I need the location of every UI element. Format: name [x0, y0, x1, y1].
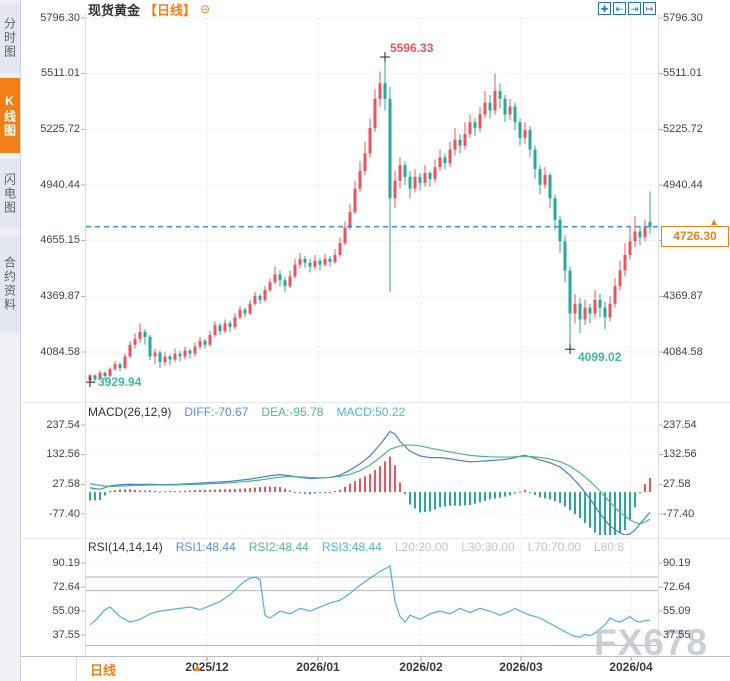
- indicator-header-item: RSI2:48.44: [248, 540, 309, 554]
- x-axis-label: 2026/01: [296, 660, 340, 674]
- collapse-icon[interactable]: ⊖: [200, 2, 211, 16]
- rsi-y-label-left: 90.19: [52, 556, 80, 569]
- indicator-header-item: L20:20.00: [394, 540, 449, 554]
- sidebar: 分时图 K线图 闪电图 合约资料: [0, 0, 21, 681]
- rsi-y-label-left: 37.55: [52, 628, 80, 641]
- macd-y-label-left: -77.40: [48, 507, 80, 520]
- rsi-y-label-right: 55.09: [663, 604, 691, 617]
- main-y-label-left: 5511.01: [41, 67, 80, 80]
- rsi-y-label-right: 72.64: [663, 580, 691, 593]
- macd-y-label-left: 132.56: [46, 448, 80, 461]
- rsi-y-label-right: 90.19: [663, 556, 691, 569]
- macd-y-label-right: 132.56: [663, 448, 697, 461]
- x-axis-label: 2026/03: [499, 660, 543, 674]
- macd-y-label-right: -77.40: [663, 507, 695, 520]
- period-selector[interactable]: 日线: [90, 663, 117, 678]
- rsi-header: RSI(14,14,14) RSI1:48.44 RSI2:48.44 RSI3:48…: [88, 540, 656, 554]
- indicator-header-item: RSI(14,14,14): [88, 540, 163, 554]
- rsi-y-label-left: 55.09: [52, 604, 80, 617]
- x-axis-label: 2025/12: [185, 660, 229, 674]
- main-y-label-left: 5225.72: [40, 122, 80, 135]
- start-low-annotation: 3929.94: [98, 375, 142, 390]
- indicator-header-item: MACD:50.22: [336, 405, 406, 419]
- rsi-y-label-right: 37.55: [663, 628, 691, 641]
- sidebar-tab-time-chart[interactable]: 分时图: [0, 3, 20, 73]
- chart-toolbar: ✚ ⇤ ⇥ ↦: [598, 2, 656, 15]
- macd-header: MACD(26,12,9) DIFF:-70.67 DEA:-95.78 MACD:5…: [88, 405, 656, 419]
- period-selector-arrow-icon[interactable]: ▲: [192, 662, 203, 674]
- indicator-header-item: DIFF:-70.67: [184, 405, 249, 419]
- sidebar-tab-kline-chart[interactable]: K线图: [0, 78, 20, 153]
- main-y-label-left: 5796.30: [40, 11, 80, 24]
- scale-right-icon[interactable]: ⇥: [628, 2, 641, 15]
- macd-y-label-left: 27.58: [52, 477, 80, 490]
- indicator-header-item: RSI3:48.44: [321, 540, 382, 554]
- macd-y-label-right: 27.58: [663, 477, 691, 490]
- main-y-label-right: 5225.72: [663, 122, 703, 135]
- main-y-label-left: 4940.44: [40, 178, 80, 191]
- macd-y-label-right: 237.54: [663, 418, 697, 431]
- main-y-label-right: 4369.87: [663, 289, 703, 302]
- indicator-header-item: L70:70.00: [527, 540, 582, 554]
- macd-y-label-left: 237.54: [46, 418, 80, 431]
- main-y-label-left: 4084.58: [40, 345, 80, 358]
- x-axis-label: 2026/04: [609, 660, 653, 674]
- go-latest-icon[interactable]: ↦: [643, 2, 656, 15]
- indicator-header-item: MACD(26,12,9): [88, 405, 172, 419]
- instrument-title: 现货黄金: [88, 2, 141, 18]
- main-y-label-left: 4655.15: [40, 234, 80, 247]
- scale-left-icon[interactable]: ⇤: [613, 2, 626, 15]
- current-price-box: 4726.30: [661, 226, 729, 247]
- main-y-label-right: 4940.44: [663, 178, 703, 191]
- period-tag: 【日线】: [144, 2, 197, 18]
- main-y-label-left: 4369.87: [40, 289, 80, 302]
- sidebar-tab-flash-chart[interactable]: 闪电图: [0, 159, 20, 229]
- indicator-header-item: DEA:-95.78: [261, 405, 324, 419]
- main-y-label-right: 5796.30: [663, 11, 703, 24]
- watermark: FX678: [594, 622, 709, 663]
- high-price-annotation: 5596.33: [390, 41, 434, 56]
- rsi-y-label-left: 72.64: [52, 580, 80, 593]
- recent-low-annotation: 4099.02: [578, 350, 622, 365]
- indicator-header-item: L30:30.00: [461, 540, 515, 554]
- sidebar-tab-contract-info[interactable]: 合约资料: [0, 235, 20, 333]
- pan-tool-icon[interactable]: ✚: [598, 2, 611, 15]
- indicator-header-item: L80:8: [594, 540, 625, 554]
- main-y-label-right: 5511.01: [663, 67, 702, 80]
- price-up-arrow-icon: ▲: [709, 217, 719, 228]
- x-axis-label: 2026/02: [399, 660, 443, 674]
- chart-title-row: 现货黄金 【日线】 ⊖: [88, 1, 211, 18]
- main-y-label-right: 4084.58: [663, 345, 703, 358]
- indicator-header-item: RSI1:48.44: [175, 540, 236, 554]
